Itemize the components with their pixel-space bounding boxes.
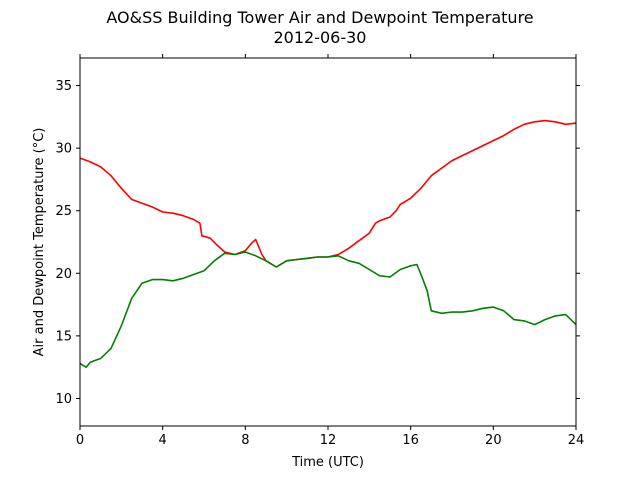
series-line-0 bbox=[79, 119, 577, 268]
x-tick-label: 8 bbox=[241, 433, 249, 448]
series-lines bbox=[79, 119, 577, 369]
x-tick-label: 24 bbox=[568, 433, 585, 448]
x-tick-label: 0 bbox=[76, 433, 84, 448]
axis-ticks: 0 4 8 12 16 20 24 10 15 20 25 30 35 bbox=[55, 54, 584, 448]
y-tick-label: 25 bbox=[55, 204, 72, 219]
x-tick-label: 4 bbox=[159, 433, 167, 448]
series-line-1 bbox=[79, 251, 577, 369]
plot-frame bbox=[79, 57, 577, 427]
x-tick-label: 20 bbox=[485, 433, 502, 448]
chart-title: AO&SS Building Tower Air and Dewpoint Te… bbox=[106, 8, 534, 27]
y-axis-label: Air and Dewpoint Temperature (°C) bbox=[32, 128, 47, 357]
y-tick-label: 35 bbox=[55, 79, 72, 94]
y-tick-label: 10 bbox=[55, 392, 72, 407]
y-tick-label: 15 bbox=[55, 329, 72, 344]
x-tick-label: 12 bbox=[320, 433, 337, 448]
y-tick-label: 20 bbox=[55, 267, 72, 282]
x-tick-label: 16 bbox=[402, 433, 419, 448]
x-axis-label: Time (UTC) bbox=[291, 455, 364, 470]
y-tick-label: 30 bbox=[55, 142, 72, 157]
chart-subtitle: 2012-06-30 bbox=[273, 28, 367, 47]
